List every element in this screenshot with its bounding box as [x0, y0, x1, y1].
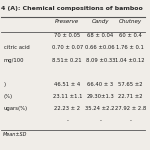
Text: 68 ± 0.04: 68 ± 0.04	[87, 33, 113, 38]
Text: Mean±SD: Mean±SD	[3, 132, 27, 137]
Text: (%): (%)	[4, 94, 13, 99]
Text: 27.92 ± 2.8: 27.92 ± 2.8	[115, 106, 146, 111]
Text: 8.51± 0.21: 8.51± 0.21	[52, 58, 82, 63]
Text: 35.24 ±2.2: 35.24 ±2.2	[85, 106, 115, 111]
Text: 0.70 ± 0.07: 0.70 ± 0.07	[52, 45, 83, 50]
Text: 22.23 ± 2: 22.23 ± 2	[54, 106, 80, 111]
Text: 57.65 ±2: 57.65 ±2	[118, 82, 143, 87]
Text: 23.11 ±1.1: 23.11 ±1.1	[52, 94, 82, 99]
Text: 0.66 ±0.06: 0.66 ±0.06	[85, 45, 115, 50]
Text: 60 ± 0.4: 60 ± 0.4	[119, 33, 142, 38]
Text: 4 (A): Chemical compositions of bamboo shoot pr: 4 (A): Chemical compositions of bamboo s…	[1, 6, 150, 11]
Text: 8.09 ±0.33: 8.09 ±0.33	[85, 58, 115, 63]
Text: ugars(%): ugars(%)	[4, 106, 28, 111]
Text: 46.51 ± 4: 46.51 ± 4	[54, 82, 80, 87]
Text: citric acid: citric acid	[4, 45, 29, 50]
Text: 70 ± 0.05: 70 ± 0.05	[54, 33, 80, 38]
Text: Preserve: Preserve	[55, 19, 79, 24]
Text: Candy: Candy	[92, 19, 109, 24]
Text: -: -	[129, 119, 131, 124]
Text: -: -	[66, 119, 68, 124]
Text: Chutney: Chutney	[119, 19, 142, 24]
Text: 22.71 ±2: 22.71 ±2	[118, 94, 143, 99]
Text: mg/100: mg/100	[4, 58, 24, 63]
Text: 1.76 ± 0.1: 1.76 ± 0.1	[116, 45, 144, 50]
Text: 1.04 ±0.12: 1.04 ±0.12	[116, 58, 145, 63]
Text: -: -	[99, 119, 101, 124]
Text: ): )	[4, 82, 6, 87]
Text: 66.40 ± 3: 66.40 ± 3	[87, 82, 113, 87]
Text: 29.30±1.3: 29.30±1.3	[86, 94, 114, 99]
